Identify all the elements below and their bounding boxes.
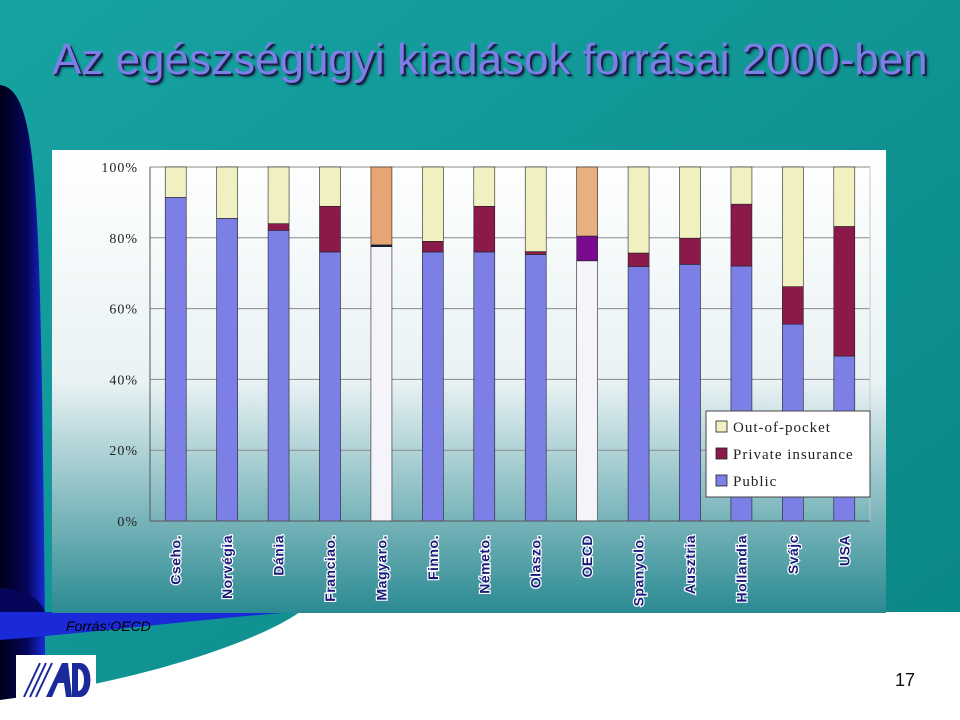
bar-public-11 (679, 264, 701, 522)
legend-label: Out-of-pocket (733, 420, 831, 436)
legend-swatch (715, 447, 728, 460)
bar-out-of-pocket-2 (216, 166, 238, 219)
x-tick-label: Dánia (271, 535, 287, 576)
x-tick-label: Finno. (425, 535, 441, 580)
bar-public-7 (473, 251, 496, 522)
bar-out-of-pocket-11 (679, 166, 701, 239)
bar-public-3 (267, 230, 290, 522)
bar-private-insurance-14 (833, 226, 856, 357)
x-tick-label: Svájc (785, 535, 801, 574)
y-tick-label: 80% (109, 232, 138, 247)
bar-out-of-pocket-4 (319, 166, 341, 207)
x-tick-label: OECD (579, 535, 595, 577)
legend-swatch (715, 420, 728, 433)
bar-public-5 (370, 246, 393, 522)
legend: Out-of-pocket Private insurance Public (705, 410, 871, 498)
page-number: 17 (895, 670, 916, 690)
organization-logo-icon (16, 655, 96, 703)
bar-out-of-pocket-3 (267, 166, 290, 224)
bars (164, 166, 856, 522)
bar-out-of-pocket-13 (782, 166, 804, 287)
bar-private-insurance-8 (524, 251, 547, 255)
x-tick-label: Norvégia (219, 535, 235, 599)
bar-public-10 (627, 266, 650, 522)
y-tick-label: 60% (109, 303, 138, 318)
bar-private-insurance-9 (576, 235, 598, 262)
bar-out-of-pocket-6 (422, 166, 444, 242)
bar-public-1 (164, 197, 187, 522)
legend-box (705, 410, 871, 498)
x-tick-label: Ausztria (682, 535, 698, 594)
bar-private-insurance-7 (473, 205, 496, 253)
bar-private-insurance-11 (679, 237, 701, 265)
bar-out-of-pocket-14 (833, 166, 856, 227)
bar-out-of-pocket-9 (576, 166, 598, 237)
axes: 0% 20% 40% 60% 80% 100% Cseho. Norvégia Dánia Fra… (101, 161, 871, 608)
x-tick-label: Olaszo. (528, 535, 544, 588)
y-tick-label: 100% (101, 161, 138, 176)
legend-swatch (715, 474, 728, 487)
bar-private-insurance-4 (319, 205, 341, 253)
bar-public-6 (422, 251, 444, 522)
bar-private-insurance-6 (422, 241, 444, 253)
y-tick-label: 0% (117, 515, 138, 530)
legend-label: Public (733, 474, 777, 490)
slide-title: Az egészségügyi kiadások forrásai 2000-b… (52, 35, 928, 84)
x-tick-label: USA (836, 535, 852, 566)
legend-label: Private insurance (733, 447, 854, 463)
y-tick-label: 20% (109, 444, 138, 459)
bar-out-of-pocket-7 (473, 166, 496, 207)
x-tick-label: Hollandia (733, 535, 749, 603)
bar-public-4 (319, 251, 341, 522)
bar-out-of-pocket-8 (524, 166, 547, 252)
bar-private-insurance-10 (627, 252, 650, 267)
bar-out-of-pocket-1 (164, 166, 187, 198)
x-tick-label: Franciao. (322, 535, 338, 602)
x-tick-label: Németo. (476, 535, 492, 594)
bar-private-insurance-13 (782, 286, 804, 325)
stacked-bar-chart: 0% 20% 40% 60% 80% 100% Cseho. Norvégia Dánia Fra… (52, 150, 886, 613)
y-tick-label: 40% (109, 373, 138, 388)
x-tick-label: Cseho. (168, 535, 184, 585)
bar-public-2 (216, 218, 238, 522)
bar-public-9 (576, 260, 598, 522)
bar-out-of-pocket-10 (627, 166, 650, 254)
bar-out-of-pocket-12 (730, 166, 753, 205)
source-note: Forrás:OECD (66, 618, 151, 634)
x-tick-label: Magyaro. (373, 535, 389, 600)
bar-private-insurance-3 (267, 223, 290, 231)
bar-public-8 (524, 254, 547, 522)
x-tick-label: Spanyolo. (631, 535, 647, 606)
bar-private-insurance-12 (730, 203, 753, 267)
bar-out-of-pocket-5 (370, 166, 393, 246)
